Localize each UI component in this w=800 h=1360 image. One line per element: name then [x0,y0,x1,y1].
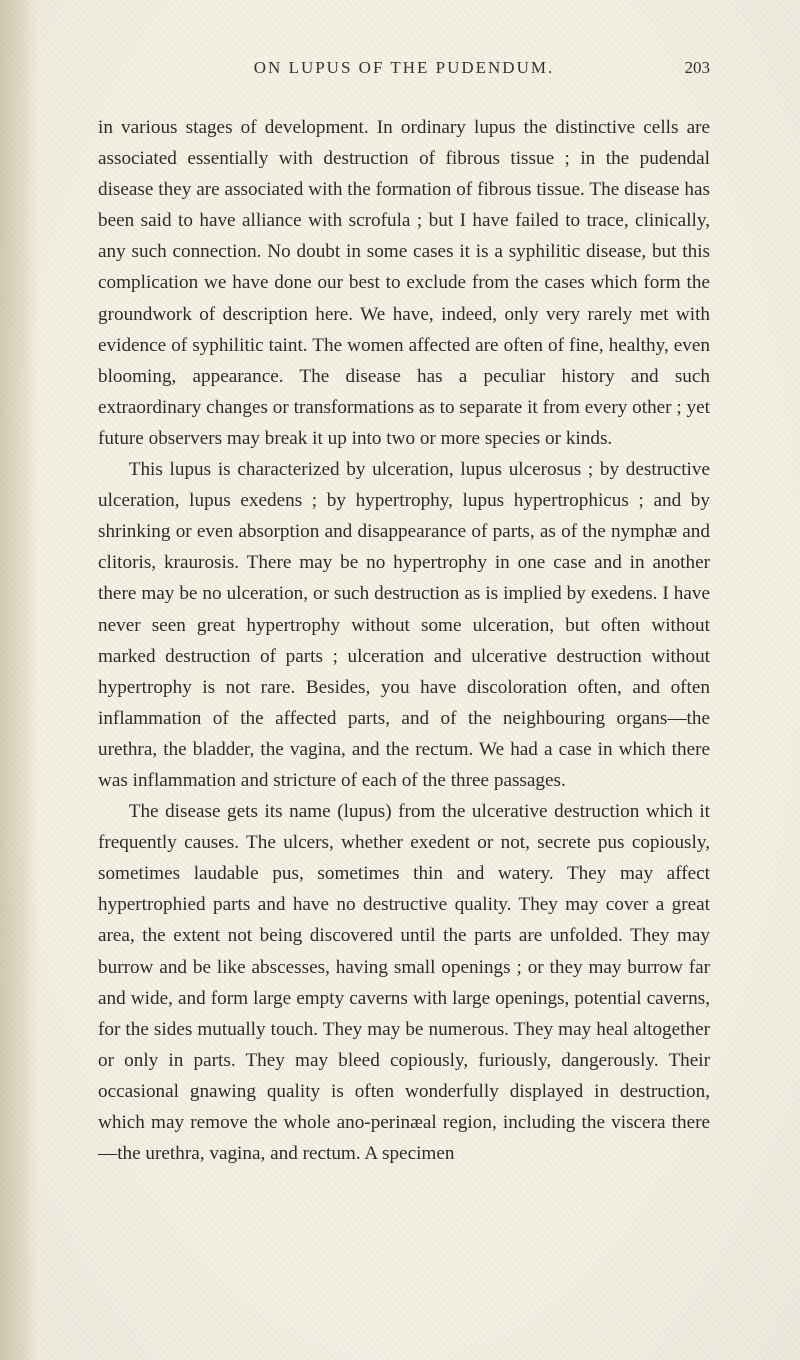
paragraph: This lupus is characterized by ulceratio… [98,454,710,796]
page-header: ON LUPUS OF THE PUDENDUM. 203 [98,58,710,78]
paragraph: The disease gets its name (lupus) from t… [98,796,710,1169]
running-title: ON LUPUS OF THE PUDENDUM. [254,58,554,78]
body-text: in various stages of development. In ord… [98,112,710,1169]
page-number: 203 [685,58,711,78]
book-page: ON LUPUS OF THE PUDENDUM. 203 in various… [0,0,800,1360]
paragraph: in various stages of development. In ord… [98,112,710,454]
